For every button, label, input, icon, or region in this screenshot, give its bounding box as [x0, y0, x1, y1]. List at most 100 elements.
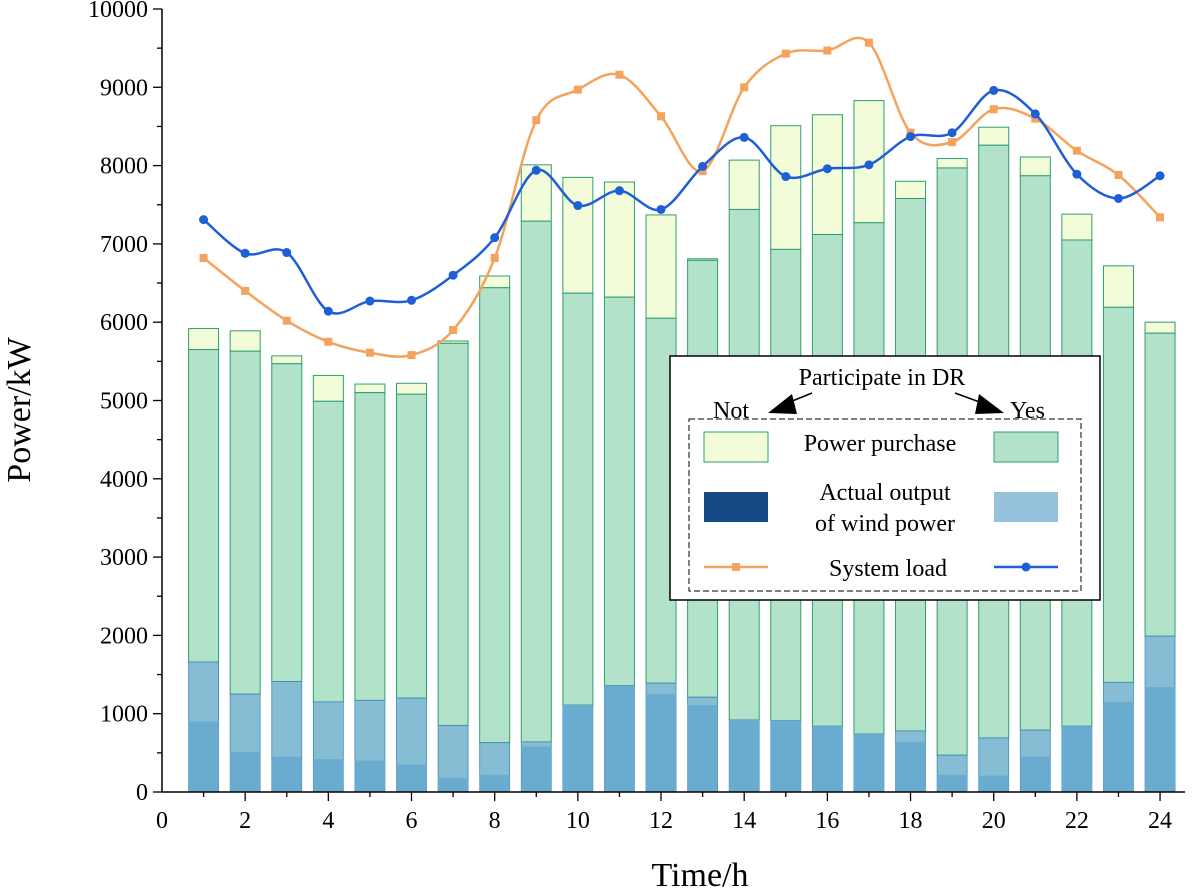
y-tick-label-1000: 1000: [100, 702, 148, 728]
bar-wind-yes-h1: [188, 721, 219, 792]
x-tick-label-6: 6: [406, 808, 418, 834]
legend-swatch-purchase-yes: [993, 431, 1059, 463]
bar-wind-yes-h19: [937, 774, 968, 792]
marker-load-yes-h22: [1072, 169, 1082, 179]
y-tick-label-10000: 10000: [88, 0, 148, 23]
y-tick-label-8000: 8000: [100, 154, 148, 180]
x-tick-label-16: 16: [815, 808, 839, 834]
legend-yes-label: Yes: [1010, 398, 1045, 424]
marker-load-not-h5: [365, 348, 374, 357]
bar-purchase-yes-h2: [229, 350, 261, 695]
bar-wind-yes-h16: [812, 726, 843, 792]
x-tick-label-12: 12: [649, 808, 673, 834]
bar-wind-yes-h13: [687, 705, 718, 792]
bar-wind-yes-h9: [521, 746, 552, 792]
marker-load-yes-h1: [199, 215, 209, 225]
bar-wind-yes-h20: [978, 775, 1009, 792]
marker-load-yes-h3: [282, 248, 292, 258]
marker-load-not-h12: [657, 112, 666, 121]
marker-load-yes-h11: [614, 186, 624, 196]
bar-purchase-yes-h24: [1144, 332, 1176, 637]
x-tick-label-14: 14: [732, 808, 756, 834]
x-tick-label-10: 10: [566, 808, 590, 834]
bar-purchase-not-h3: [271, 355, 303, 365]
bar-wind-yes-h6: [396, 764, 427, 792]
legend-load-label: System load: [829, 556, 947, 582]
marker-load-yes-h16: [822, 164, 832, 174]
legend-swatch-wind-yes: [994, 492, 1058, 522]
bar-wind-yes-h15: [770, 720, 801, 792]
x-tick-label-2: 2: [239, 808, 251, 834]
x-tick-label-8: 8: [489, 808, 501, 834]
bar-purchase-not-h10: [562, 176, 594, 294]
x-tick-label-20: 20: [982, 808, 1006, 834]
bar-wind-yes-h3: [271, 756, 302, 792]
marker-load-yes-h8: [490, 233, 500, 243]
bar-purchase-not-h2: [229, 330, 261, 352]
bar-wind-yes-h22: [1061, 726, 1092, 792]
y-tick-label-7000: 7000: [100, 232, 148, 258]
marker-load-not-h22: [1072, 146, 1081, 155]
marker-load-not-h7: [449, 326, 458, 335]
bar-purchase-not-h15: [770, 125, 802, 250]
bar-wind-yes-h17: [853, 734, 884, 792]
bar-purchase-yes-h1: [188, 349, 220, 663]
marker-load-yes-h13: [698, 161, 708, 171]
bar-purchase-yes-h4: [312, 400, 344, 703]
line-load-not: [202, 36, 1161, 358]
bar-purchase-not-h5: [354, 383, 386, 394]
marker-load-not-h20: [989, 105, 998, 114]
marker-load-not-h4: [324, 337, 333, 346]
bar-purchase-not-h19: [936, 158, 968, 169]
bar-purchase-yes-h8: [479, 287, 511, 744]
bar-wind-yes-h14: [729, 719, 760, 792]
marker-load-yes-h10: [573, 201, 583, 211]
bar-purchase-yes-h23: [1102, 306, 1134, 683]
x-tick-label-24: 24: [1148, 808, 1172, 834]
y-axis-title: Power/kW: [1, 336, 38, 482]
marker-load-not-h8: [490, 253, 499, 262]
marker-load-yes-h20: [989, 85, 999, 95]
marker-load-yes-h19: [947, 128, 957, 138]
legend-purchase-label: Power purchase: [804, 431, 957, 457]
bar-purchase-not-h16: [811, 114, 843, 236]
marker-load-yes-h24: [1155, 171, 1165, 181]
marker-load-not-h9: [532, 116, 541, 125]
x-tick-label-22: 22: [1065, 808, 1089, 834]
legend: Participate in DR Not Yes Power purchase…: [669, 355, 1101, 601]
marker-load-yes-h15: [781, 172, 791, 182]
bar-purchase-yes-h9: [520, 220, 552, 743]
bar-purchase-not-h14: [728, 159, 760, 210]
bar-purchase-not-h23: [1102, 265, 1134, 308]
marker-load-yes-h23: [1113, 193, 1123, 203]
bar-wind-yes-h11: [604, 685, 635, 792]
legend-marker-load-yes: [1021, 562, 1031, 572]
x-tick-label-18: 18: [899, 808, 923, 834]
legend-marker-load-not: [732, 563, 740, 571]
bar-purchase-not-h11: [603, 181, 635, 298]
marker-load-not-h24: [1156, 213, 1165, 222]
marker-load-not-h1: [199, 253, 208, 262]
bar-wind-yes-h8: [479, 774, 510, 792]
bar-purchase-yes-h10: [562, 292, 594, 706]
bar-purchase-not-h22: [1061, 213, 1093, 241]
bar-wind-yes-h21: [1020, 756, 1051, 792]
bar-wind-yes-h24: [1145, 687, 1176, 792]
marker-load-yes-h17: [864, 160, 874, 170]
bar-purchase-not-h12: [645, 214, 677, 319]
marker-load-not-h6: [407, 351, 416, 360]
marker-load-not-h23: [1114, 170, 1123, 179]
legend-box: [669, 355, 1101, 601]
marker-load-not-h14: [740, 83, 749, 92]
y-tick-label-3000: 3000: [100, 545, 148, 571]
bar-purchase-yes-h5: [354, 392, 386, 701]
marker-load-not-h21: [1031, 114, 1040, 123]
bar-purchase-not-h20: [978, 126, 1010, 146]
line-load-yes: [202, 88, 1161, 315]
marker-load-yes-h21: [1030, 109, 1040, 119]
legend-wind-label-line2: of wind power: [815, 511, 955, 537]
bar-purchase-not-h18: [895, 180, 927, 199]
legend-swatch-purchase-not: [703, 431, 769, 463]
bar-wind-yes-h10: [562, 705, 593, 792]
